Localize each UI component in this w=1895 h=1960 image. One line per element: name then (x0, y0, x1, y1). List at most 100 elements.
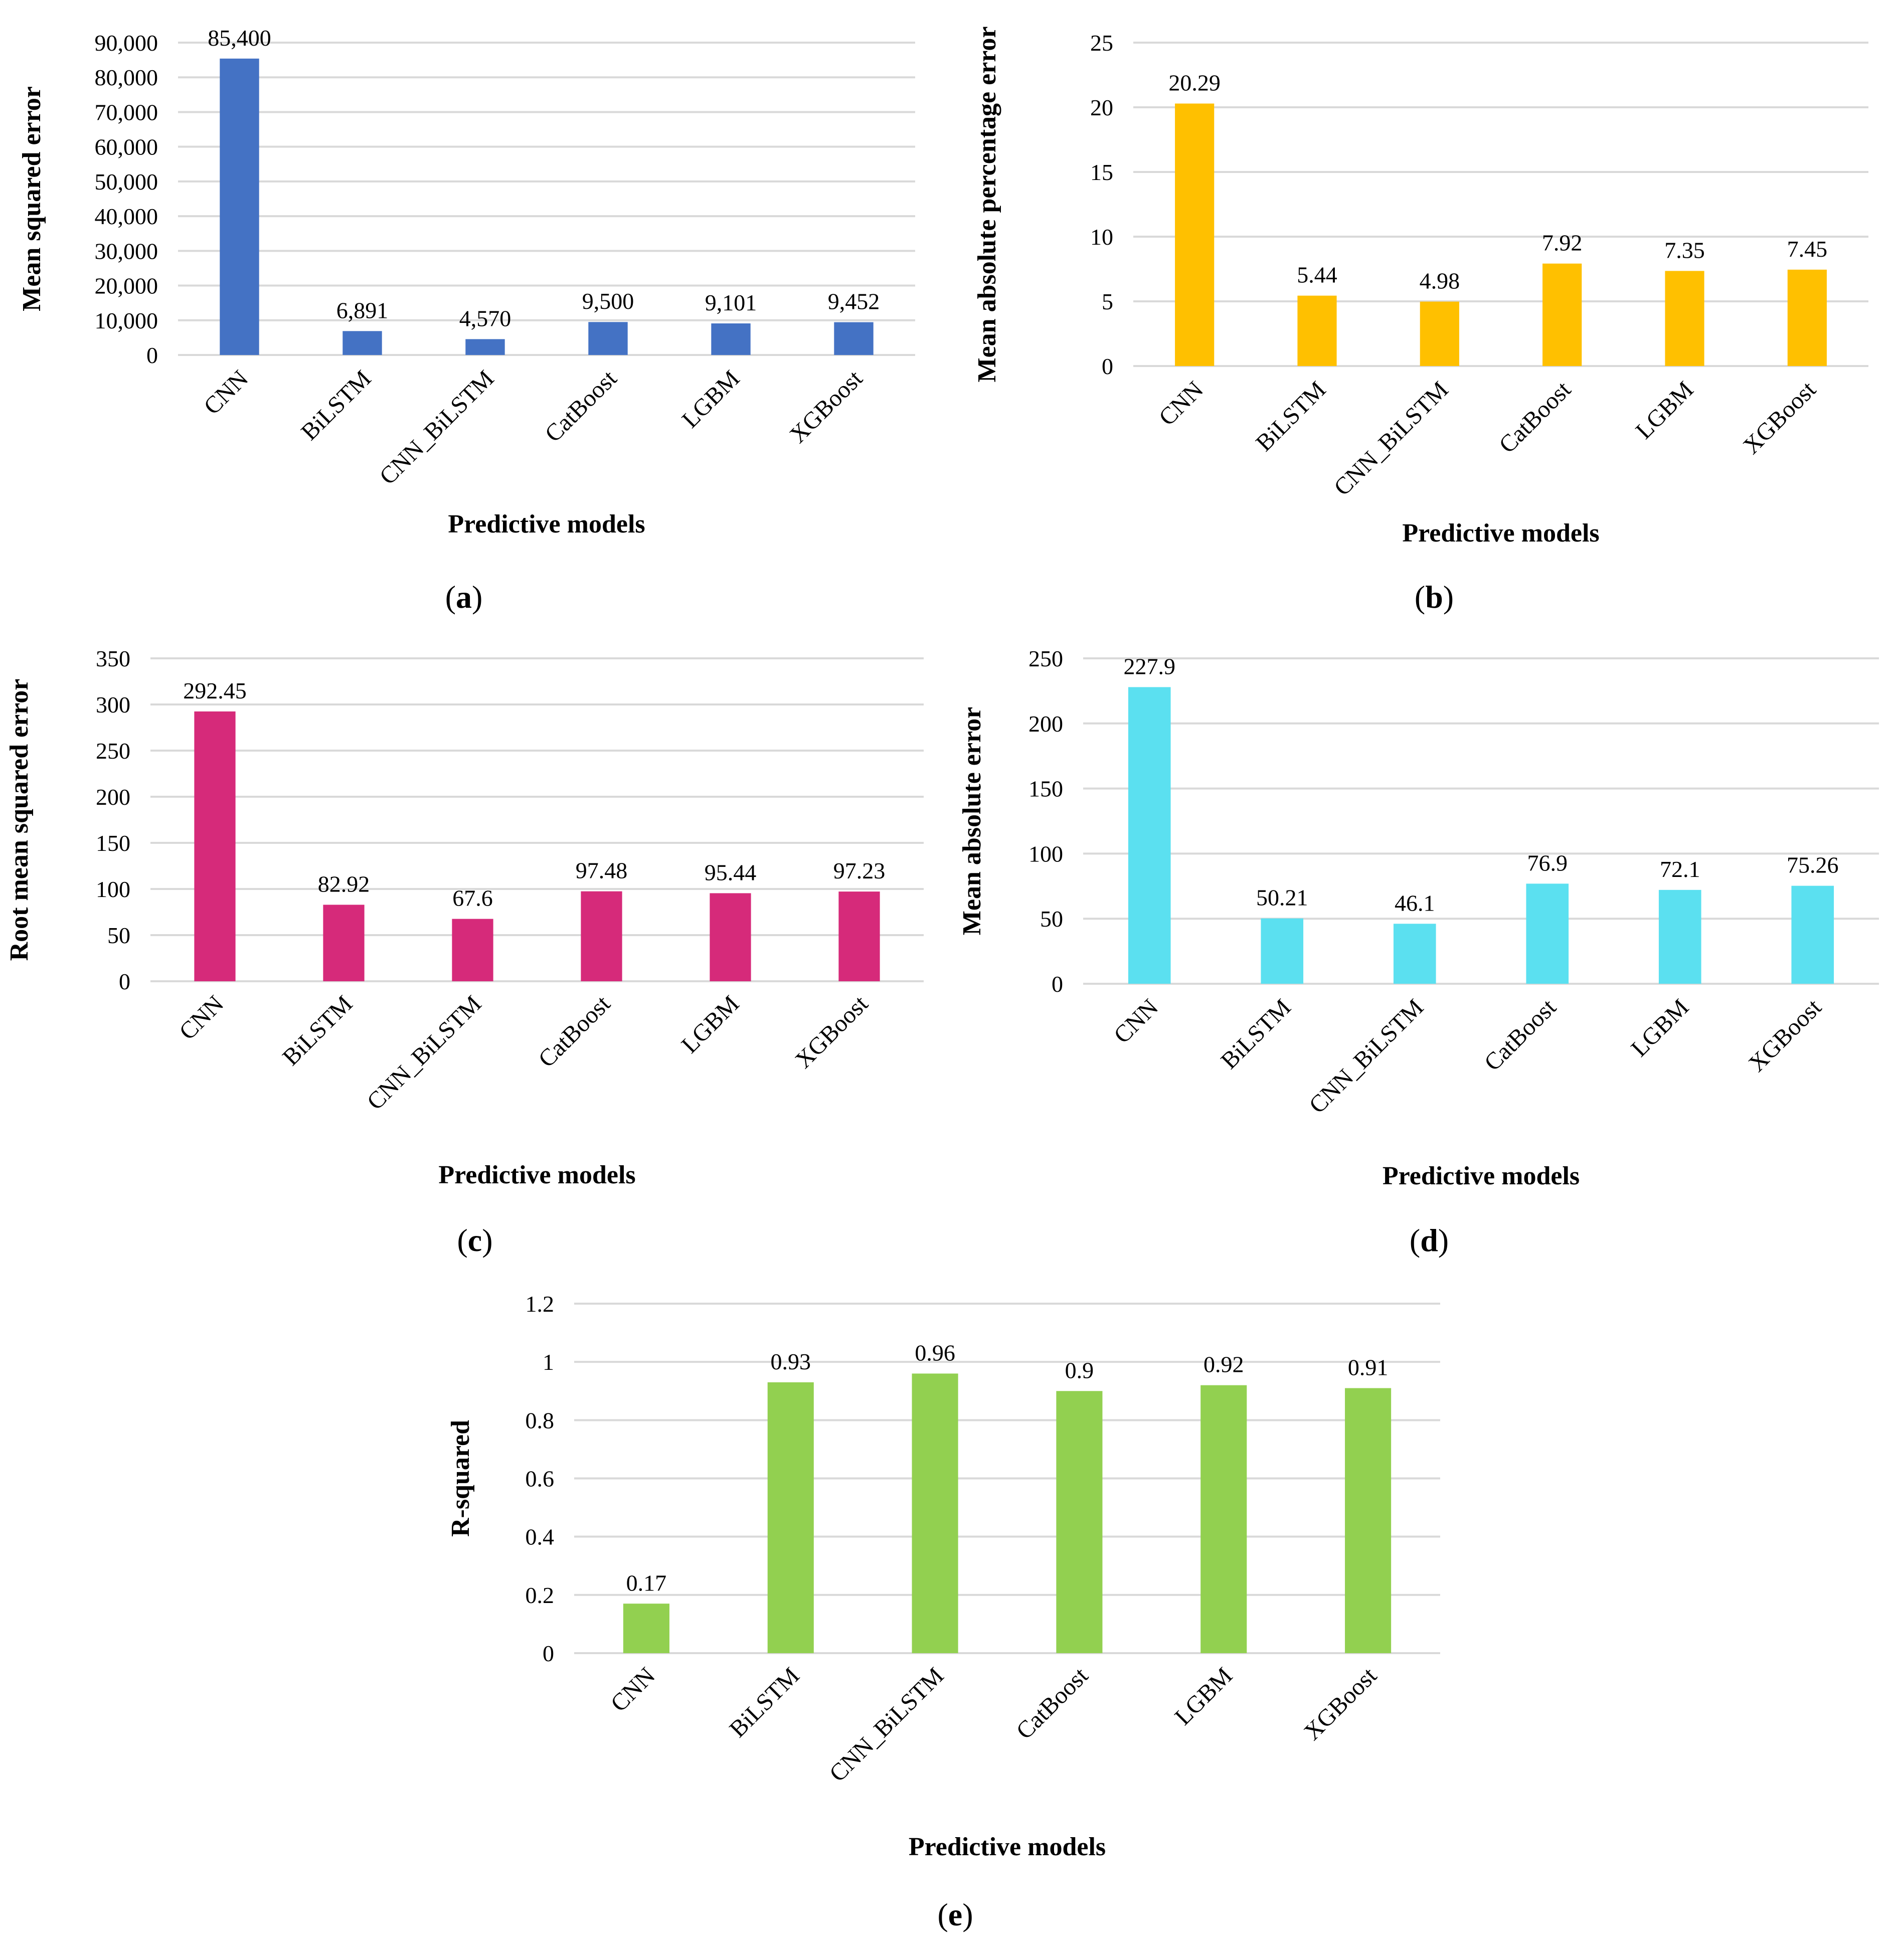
bar-bilstm (323, 905, 365, 981)
bar-cnn-bilstm (465, 339, 505, 355)
panel-label: (a) (445, 579, 483, 615)
y-tick-label: 0 (1052, 971, 1063, 997)
bar-bilstm (767, 1382, 814, 1653)
y-axis-title: Mean squared error (18, 86, 46, 311)
x-tick-label: BiLSTM (296, 365, 376, 445)
y-tick-label: 50 (107, 923, 130, 948)
x-tick-label: CNN_BiLSTM (824, 1662, 949, 1787)
y-tick-label: 25 (1090, 30, 1113, 56)
bar-cnn-bilstm (452, 919, 493, 981)
data-label: 9,452 (828, 289, 880, 314)
y-tick-label: 250 (1028, 646, 1063, 671)
bar-xgboost (1345, 1388, 1392, 1653)
bar-catboost (1526, 883, 1569, 984)
y-tick-label: 20 (1090, 95, 1113, 120)
x-tick-label: CNN (1109, 994, 1163, 1048)
y-tick-label: 100 (1028, 841, 1063, 866)
panel-letter: b (1425, 579, 1443, 615)
bar-lgbm (711, 323, 751, 355)
bar-xgboost (1791, 885, 1834, 984)
y-tick-label: 0 (543, 1641, 554, 1666)
x-tick-label: CNN_BiLSTM (1304, 994, 1429, 1119)
bar-lgbm (1665, 271, 1704, 366)
bar-cnn-bilstm (1393, 924, 1436, 984)
bar-xgboost (838, 892, 880, 981)
y-tick-label: 200 (96, 784, 130, 810)
panel-letter: e (948, 1897, 962, 1932)
x-tick-label: BiLSTM (277, 990, 358, 1071)
x-tick-label: CNN_BiLSTM (362, 990, 487, 1115)
y-tick-label: 90,000 (95, 30, 158, 56)
y-axis-title: Mean absolute percentage error (973, 27, 1001, 383)
bar-lgbm (710, 893, 751, 981)
y-tick-label: 70,000 (95, 99, 158, 125)
panel-label: (e) (937, 1897, 973, 1932)
y-tick-label: 350 (96, 646, 130, 671)
data-label: 46.1 (1395, 890, 1435, 916)
x-tick-label: LGBM (1626, 994, 1694, 1062)
y-tick-label: 80,000 (95, 65, 158, 90)
data-label: 4,570 (459, 305, 511, 331)
bar-bilstm (1261, 918, 1304, 984)
y-tick-label: 50 (1040, 906, 1063, 932)
y-tick-label: 15 (1090, 159, 1113, 185)
x-axis-title: Predictive models (909, 1833, 1106, 1861)
panel-letter: a (456, 579, 472, 615)
bar-cnn (623, 1603, 669, 1653)
data-label: 50.21 (1256, 885, 1308, 911)
data-label: 97.48 (576, 858, 628, 883)
x-tick-label: CatBoost (1011, 1662, 1093, 1744)
data-label: 97.23 (833, 858, 886, 883)
bar-cnn (194, 711, 236, 981)
data-label: 67.6 (452, 885, 493, 911)
y-tick-label: 250 (96, 738, 130, 764)
data-label: 0.9 (1065, 1357, 1094, 1383)
y-tick-label: 50,000 (95, 169, 158, 195)
bar-catboost (1056, 1391, 1103, 1653)
bar-cnn-bilstm (1420, 301, 1459, 366)
x-tick-label: BiLSTM (724, 1662, 804, 1742)
y-tick-label: 0 (119, 969, 130, 994)
panel-label: (b) (1415, 579, 1454, 615)
y-tick-label: 20,000 (95, 273, 158, 299)
x-tick-label: CatBoost (540, 365, 622, 447)
data-label: 7.35 (1664, 237, 1705, 263)
chart-panel-a: 0 10,000 20,000 30,000 40,000 50,000 60,000 70,… (18, 25, 915, 615)
y-tick-label: 10 (1090, 224, 1113, 250)
bar-cnn (1128, 687, 1171, 984)
y-tick-label: 1 (543, 1349, 554, 1375)
bar-lgbm (1200, 1385, 1247, 1653)
data-label: 6,891 (336, 297, 389, 323)
y-tick-label: 0 (146, 342, 158, 368)
y-tick-label: 1.2 (526, 1291, 555, 1317)
x-tick-label: BiLSTM (1251, 376, 1331, 456)
x-tick-label: LGBM (1169, 1662, 1238, 1730)
y-tick-label: 40,000 (95, 204, 158, 229)
bar-bilstm (1297, 295, 1337, 366)
data-label: 227.9 (1124, 653, 1176, 679)
x-tick-label: BiLSTM (1216, 994, 1296, 1074)
x-tick-label: CNN_BiLSTM (1329, 376, 1454, 501)
chart-panel-b: 0 5 10 15 20 25 20.29 CNN 5.44 BiLSTM 4.98 CNN_BiLS… (973, 27, 1868, 615)
data-label: 292.45 (183, 678, 247, 703)
chart-panel-e: 0 0.2 0.4 0.6 0.8 1 1.2 0.17 CNN 0.93 BiLSTM 0.96 CN… (446, 1291, 1440, 1932)
bar-cnn (1175, 103, 1215, 366)
x-tick-label: LGBM (677, 365, 745, 433)
x-tick-label: XGBoost (790, 990, 874, 1074)
y-tick-label: 300 (96, 692, 130, 718)
bar-lgbm (1658, 889, 1701, 984)
bar-bilstm (342, 331, 382, 355)
y-tick-label: 30,000 (95, 238, 158, 264)
x-axis-title: Predictive models (1402, 519, 1599, 548)
y-axis-title: R-squared (446, 1420, 475, 1537)
chart-panel-c: 0 50 100 150 200 250 300 350 292.45 CNN 82.92 BiLST… (5, 646, 924, 1258)
x-tick-label: CatBoost (1479, 994, 1562, 1076)
x-tick-label: CatBoost (533, 990, 615, 1073)
x-tick-label: XGBoost (785, 365, 868, 448)
x-tick-label: CNN (174, 990, 229, 1045)
data-label: 0.92 (1203, 1352, 1244, 1377)
data-label: 0.91 (1348, 1354, 1389, 1380)
bar-catboost (581, 891, 622, 981)
y-tick-label: 0.6 (526, 1466, 555, 1492)
